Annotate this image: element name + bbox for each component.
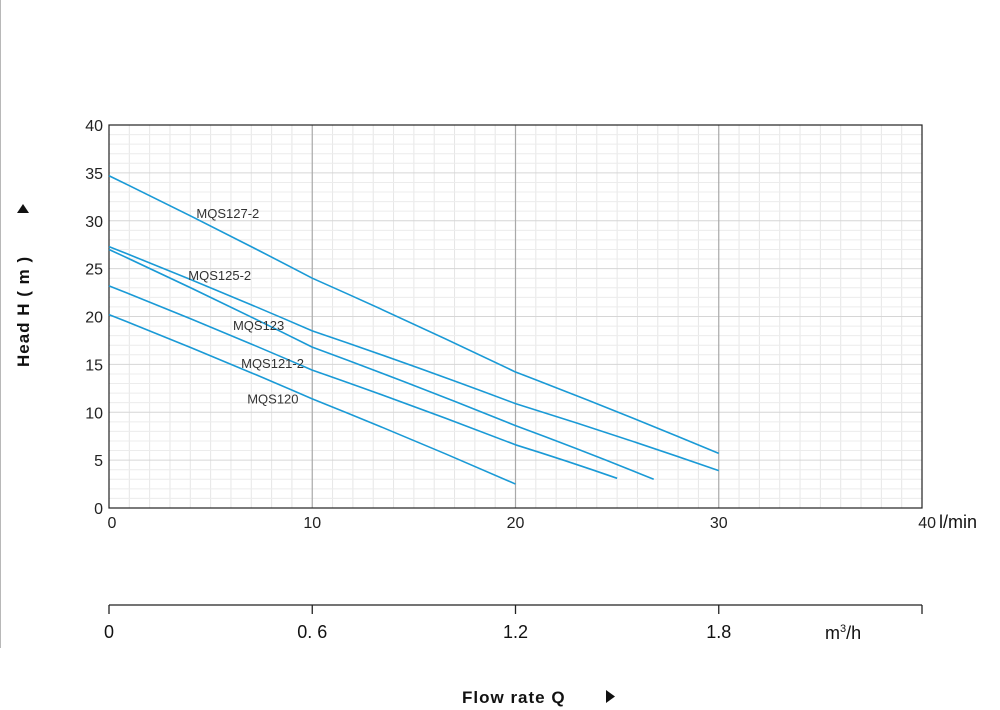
x-tick-label: 10 [303, 515, 321, 532]
x2-unit-base: m [825, 623, 840, 643]
series-labels: MQS127-2 MQS125-2 MQS123 MQS121-2 MQS120 [188, 206, 304, 407]
x2-tick-label: 1.2 [503, 622, 528, 642]
y-axis-title: Head H ( m ) [14, 256, 33, 367]
series-line-mqs120 [108, 313, 516, 485]
y-axis-arrow-icon [17, 204, 29, 213]
x2-tick-label: 0. 6 [297, 622, 327, 642]
series-line-mqs123 [108, 248, 655, 481]
series-label: MQS127-2 [196, 206, 259, 221]
x-tick-label: 0 [108, 515, 117, 532]
y-tick-label: 35 [85, 166, 103, 183]
x2-tick-label: 0 [104, 622, 114, 642]
y-tick-label: 15 [85, 357, 103, 374]
x-tick-label: 40 [918, 515, 936, 532]
series-label: MQS125-2 [188, 268, 251, 283]
y-axis-title-group: Head H ( m ) [14, 256, 33, 367]
series-label: MQS123 [233, 318, 284, 333]
x2-unit-tail: /h [846, 623, 861, 643]
x2-axis-unit-m3h: m3/h [825, 623, 861, 643]
x-tick-labels: 0 10 20 30 40 [108, 515, 937, 532]
x-axis-title: Flow rate Q [462, 688, 566, 707]
y-tick-label: 5 [94, 453, 103, 470]
series-line-mqs125-2 [108, 245, 720, 472]
series-lines [108, 175, 720, 485]
plot-border [108, 124, 923, 509]
series-line-mqs121-2 [108, 285, 618, 480]
flow-rate-m3h-axis: 0 0. 6 1.2 1.8 [104, 604, 923, 642]
y-tick-label: 30 [85, 214, 103, 231]
series-label: MQS121-2 [241, 356, 304, 371]
x-tick-label: 20 [507, 515, 525, 532]
x2-tick-label: 1.8 [706, 622, 731, 642]
x-tick-label: 30 [710, 515, 728, 532]
page-left-border [0, 0, 1, 648]
y-tick-label: 40 [85, 118, 103, 135]
y-tick-label: 0 [94, 501, 103, 518]
x-axis-unit-lmin: l/min [939, 512, 977, 532]
x2-unit-superscript: 3 [840, 623, 846, 635]
y-tick-label: 10 [85, 405, 103, 422]
y-tick-label: 20 [85, 310, 103, 327]
x-axis-arrow-icon [606, 690, 615, 703]
y-tick-labels: 0 5 10 15 20 25 30 35 40 [85, 118, 103, 518]
y-tick-label: 25 [85, 262, 103, 279]
series-line-mqs127-2 [108, 175, 720, 455]
series-label: MQS120 [247, 392, 298, 407]
